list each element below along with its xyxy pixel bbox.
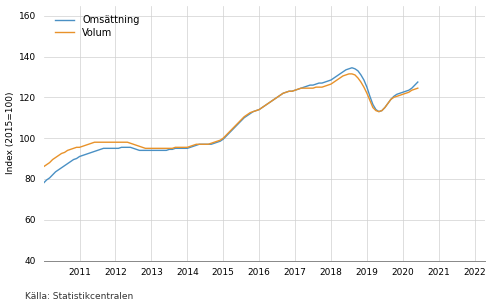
Volum <box>65 149 70 152</box>
Omsättning <box>217 139 223 143</box>
Volum <box>346 72 352 76</box>
Volum <box>289 89 295 93</box>
Line: Volum: Volum <box>43 74 418 167</box>
Volum <box>415 86 421 90</box>
Omsättning <box>262 104 268 107</box>
Text: Källa: Statistikcentralen: Källa: Statistikcentralen <box>25 292 133 301</box>
Volum <box>137 144 142 148</box>
Volum <box>217 138 223 142</box>
Legend: Omsättning, Volum: Omsättning, Volum <box>53 13 141 40</box>
Volum <box>262 104 268 107</box>
Omsättning <box>65 162 70 165</box>
Line: Omsättning: Omsättning <box>43 68 418 183</box>
Omsättning <box>137 149 142 152</box>
Omsättning <box>289 89 295 93</box>
Volum <box>271 98 277 101</box>
Volum <box>40 165 46 168</box>
Omsättning <box>271 98 277 101</box>
Omsättning <box>40 181 46 185</box>
Y-axis label: Index (2015=100): Index (2015=100) <box>5 92 15 174</box>
Omsättning <box>349 66 355 70</box>
Omsättning <box>415 80 421 84</box>
